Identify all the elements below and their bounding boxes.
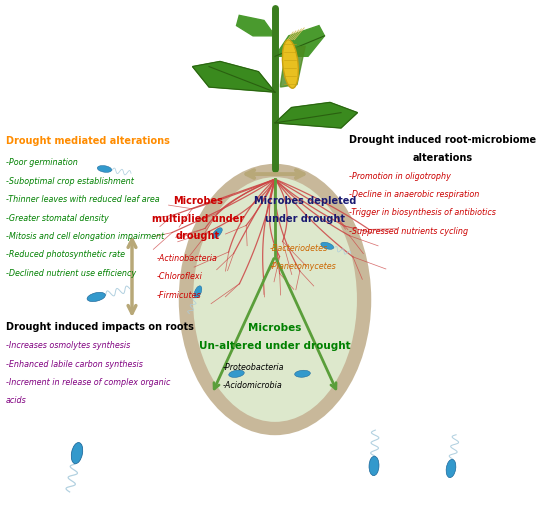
Ellipse shape (72, 442, 82, 464)
Ellipse shape (295, 370, 310, 377)
Polygon shape (236, 15, 275, 36)
Text: Drought induced root-microbiome: Drought induced root-microbiome (349, 135, 536, 145)
Ellipse shape (212, 228, 222, 238)
Text: -Chloroflexi: -Chloroflexi (157, 272, 202, 282)
Text: -Declined nutrient use efficiency: -Declined nutrient use efficiency (6, 269, 136, 278)
Ellipse shape (321, 242, 334, 249)
Text: -Thinner leaves with reduced leaf area: -Thinner leaves with reduced leaf area (6, 195, 159, 204)
Polygon shape (192, 61, 275, 92)
Polygon shape (275, 102, 358, 128)
Text: Microbes: Microbes (248, 323, 302, 333)
Text: -Reduced photosynthetic rate: -Reduced photosynthetic rate (6, 250, 124, 260)
Ellipse shape (194, 286, 202, 298)
Text: -Decline in anaerobic respiration: -Decline in anaerobic respiration (349, 190, 480, 199)
Text: -Suppressed nutrients cycling: -Suppressed nutrients cycling (349, 227, 469, 236)
Text: -Promotion in oligotrophy: -Promotion in oligotrophy (349, 172, 451, 181)
Ellipse shape (179, 164, 371, 435)
Text: -Proteobacteria: -Proteobacteria (223, 362, 284, 372)
Text: multiplied under: multiplied under (152, 214, 244, 224)
Text: Microbes depleted: Microbes depleted (254, 196, 356, 206)
Text: -Trigger in biosynthesis of antibiotics: -Trigger in biosynthesis of antibiotics (349, 208, 496, 218)
Text: alterations: alterations (412, 153, 473, 163)
Text: -Increment in release of complex organic: -Increment in release of complex organic (6, 378, 170, 387)
Text: -Acidomicrobia: -Acidomicrobia (223, 381, 283, 390)
Ellipse shape (97, 165, 112, 173)
Text: -Suboptimal crop establishment: -Suboptimal crop establishment (6, 177, 133, 186)
Text: -Mitosis and cell elongation impairment: -Mitosis and cell elongation impairment (6, 232, 164, 241)
Text: -Bacteriodetes: -Bacteriodetes (270, 244, 328, 253)
Text: acids: acids (6, 396, 26, 406)
Text: -Planetomycetes: -Planetomycetes (270, 262, 336, 271)
Polygon shape (275, 26, 324, 56)
Text: Microbes: Microbes (173, 196, 223, 206)
Ellipse shape (193, 177, 357, 422)
Ellipse shape (229, 370, 244, 377)
Ellipse shape (446, 459, 456, 478)
Text: Un-altered under drought: Un-altered under drought (199, 340, 351, 351)
Ellipse shape (87, 292, 106, 302)
Polygon shape (280, 46, 305, 87)
Text: drought: drought (176, 230, 220, 241)
Ellipse shape (369, 456, 379, 476)
Text: -Poor germination: -Poor germination (6, 158, 78, 167)
Text: -Increases osmolytes synthesis: -Increases osmolytes synthesis (6, 341, 130, 350)
Ellipse shape (282, 40, 299, 88)
Text: -Enhanced labile carbon synthesis: -Enhanced labile carbon synthesis (6, 359, 142, 369)
Text: Drought induced impacts on roots: Drought induced impacts on roots (6, 322, 194, 332)
Text: Drought mediated alterations: Drought mediated alterations (6, 136, 169, 146)
Text: -Firmicutes: -Firmicutes (157, 291, 201, 300)
Text: -Greater stomatal density: -Greater stomatal density (6, 214, 108, 223)
Text: -Actinobacteria: -Actinobacteria (157, 254, 218, 263)
Text: under drought: under drought (265, 214, 345, 224)
